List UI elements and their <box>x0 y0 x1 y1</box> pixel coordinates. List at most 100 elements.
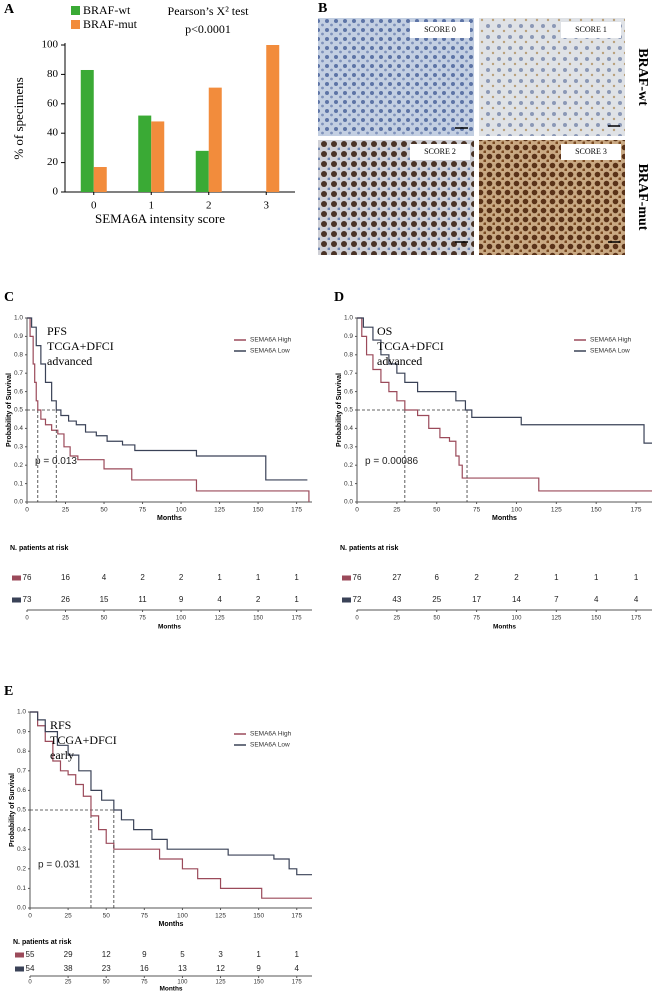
survival-curve <box>30 711 312 876</box>
risk-count: 43 <box>392 595 401 604</box>
row-label: BRAF-wt <box>635 48 650 106</box>
score-box <box>561 144 621 160</box>
risk-x-axis-label: Months <box>493 624 516 631</box>
y-tick-label: 0.6 <box>344 388 353 395</box>
risk-count: 11 <box>138 595 147 604</box>
x-tick-label: 125 <box>215 913 226 920</box>
risk-x-tick-label: 125 <box>215 616 226 622</box>
y-tick-label: 0.6 <box>17 787 26 794</box>
y-tick-label: 0.9 <box>344 333 353 340</box>
panel-b: B SCORE 0 SCORE 1 SCORE 2 SCORE 3 BRAF-w… <box>318 1 650 255</box>
y-tick-label: 1.0 <box>14 315 23 322</box>
y-tick-label: 0.3 <box>17 846 26 853</box>
p-value: p = 0.00086 <box>365 456 419 467</box>
annotation: p<0.0001 <box>185 22 231 36</box>
risk-count: 12 <box>216 964 225 973</box>
score-box <box>410 144 470 160</box>
y-tick-label: 40 <box>47 127 59 139</box>
risk-count: 26 <box>61 595 70 604</box>
risk-count: 1 <box>217 573 222 582</box>
risk-x-tick-label: 0 <box>28 980 32 986</box>
risk-count: 1 <box>294 573 299 582</box>
survival-curve <box>357 317 652 492</box>
survival-curve <box>30 711 312 899</box>
risk-row-swatch <box>12 597 21 603</box>
annotation: advanced <box>377 354 422 368</box>
legend-label: SEMA6A Low <box>590 348 630 355</box>
bar <box>80 69 94 192</box>
annotation: TCGA+DFCI <box>377 339 444 353</box>
risk-count: 16 <box>61 573 70 582</box>
y-tick-label: 0.1 <box>344 480 353 487</box>
y-tick-label: 1.0 <box>344 315 353 322</box>
risk-count: 73 <box>23 595 32 604</box>
risk-x-tick-label: 150 <box>253 616 264 622</box>
risk-count: 14 <box>512 595 521 604</box>
legend-swatch <box>71 6 80 15</box>
legend-swatch <box>71 20 80 29</box>
legend-label: SEMA6A High <box>250 731 292 738</box>
legend-label: SEMA6A Low <box>250 348 290 355</box>
x-tick-label: 125 <box>214 507 225 514</box>
risk-x-tick-label: 100 <box>177 980 188 986</box>
x-tick-label: 75 <box>473 507 481 514</box>
risk-x-tick-label: 100 <box>511 616 522 622</box>
risk-count: 27 <box>392 573 401 582</box>
bar <box>208 87 222 192</box>
risk-count: 29 <box>64 950 73 959</box>
risk-count: 4 <box>295 964 300 973</box>
risk-count: 76 <box>353 573 362 582</box>
y-tick-label: 100 <box>42 39 59 51</box>
score-label: SCORE 2 <box>424 147 456 156</box>
risk-count: 1 <box>554 573 559 582</box>
bar <box>93 167 107 192</box>
panel-label: D <box>334 290 344 305</box>
risk-count: 4 <box>594 595 599 604</box>
x-tick-label: 3 <box>264 200 270 212</box>
risk-x-tick-label: 175 <box>631 616 642 622</box>
bar <box>138 115 152 192</box>
risk-table-title: N. patients at risk <box>10 545 68 552</box>
risk-count: 12 <box>102 950 111 959</box>
x-tick-label: 100 <box>511 507 522 514</box>
y-tick-label: 0.2 <box>14 462 23 469</box>
y-tick-label: 0.9 <box>17 728 26 735</box>
x-axis-label: Months <box>159 921 184 928</box>
panel-label: E <box>4 684 13 699</box>
y-tick-label: 0.4 <box>14 425 23 432</box>
risk-x-tick-label: 25 <box>394 616 401 622</box>
x-tick-label: 125 <box>551 507 562 514</box>
risk-count: 72 <box>353 595 362 604</box>
score-box <box>561 22 621 38</box>
y-tick-label: 0.1 <box>17 885 26 892</box>
risk-x-tick-label: 75 <box>473 616 480 622</box>
x-tick-label: 0 <box>28 913 32 920</box>
y-tick-label: 0.5 <box>17 807 26 814</box>
y-axis-label: Probability of Survival <box>9 773 16 847</box>
y-tick-label: 0.5 <box>14 407 23 414</box>
risk-x-tick-label: 0 <box>25 616 29 622</box>
risk-x-tick-label: 150 <box>254 980 265 986</box>
x-tick-label: 175 <box>631 507 642 514</box>
legend-label: SEMA6A High <box>250 337 292 344</box>
risk-count: 9 <box>256 964 261 973</box>
legend-label: SEMA6A High <box>590 337 632 344</box>
annotation: TCGA+DFCI <box>47 339 114 353</box>
risk-count: 4 <box>634 595 639 604</box>
y-tick-label: 0.2 <box>17 866 26 873</box>
x-tick-label: 50 <box>433 507 441 514</box>
y-tick-label: 0.7 <box>14 370 23 377</box>
x-axis-label: SEMA6A intensity score <box>95 211 225 226</box>
bar <box>151 121 165 192</box>
risk-x-tick-label: 75 <box>141 980 148 986</box>
x-tick-label: 0 <box>91 200 97 212</box>
x-tick-label: 100 <box>176 507 187 514</box>
risk-x-tick-label: 50 <box>101 616 108 622</box>
risk-count: 5 <box>180 950 185 959</box>
risk-count: 4 <box>217 595 222 604</box>
legend-label: BRAF-mut <box>83 17 138 31</box>
annotation: TCGA+DFCI <box>50 733 117 747</box>
risk-row-swatch <box>12 575 21 581</box>
x-tick-label: 0 <box>25 507 29 514</box>
